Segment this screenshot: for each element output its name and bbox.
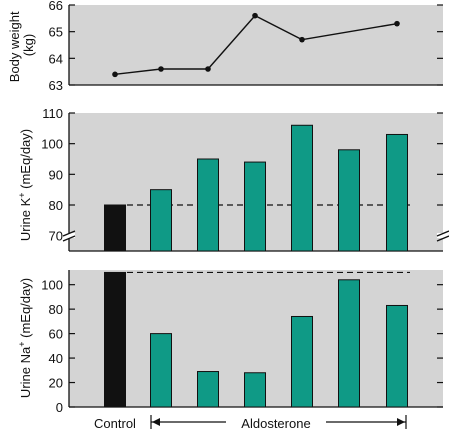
y-tick-label-urine-na-60: 60 bbox=[49, 327, 63, 342]
urine-k-axis-title: Urine K+ (mEq/day) bbox=[17, 129, 33, 241]
urine-na-bar-2 bbox=[150, 333, 172, 408]
y-tick-label-body-weight-63: 63 bbox=[49, 78, 63, 93]
body-weight-point-1 bbox=[112, 71, 118, 78]
y-tick-label-urine-k-70: 70 bbox=[49, 229, 63, 244]
control-label: Control bbox=[94, 416, 136, 431]
y-tick-label-body-weight-64: 64 bbox=[49, 51, 63, 66]
body-weight-point-4 bbox=[252, 12, 258, 19]
urine-k-bar-4 bbox=[244, 161, 266, 252]
body-weight-axis-title: Body weight (kg) bbox=[7, 8, 36, 82]
urine-na-bar-5 bbox=[291, 315, 313, 408]
y-tick-label-urine-na-100: 100 bbox=[41, 278, 63, 293]
urine-k-bar-1 bbox=[104, 204, 126, 252]
y-tick-label-urine-k-90: 90 bbox=[49, 167, 63, 182]
axis-break-left-mark bbox=[62, 230, 76, 242]
aldosterone-arrow-left bbox=[152, 418, 160, 426]
y-tick-label-body-weight-66: 66 bbox=[49, 0, 63, 13]
urine-k-bar-2 bbox=[150, 189, 172, 252]
panel-body-weight: 63 64 65 66 Body weight (kg) bbox=[7, 0, 443, 93]
y-tick-label-urine-na-0: 0 bbox=[56, 400, 63, 415]
y-tick-label-urine-k-80: 80 bbox=[49, 198, 63, 213]
aldosterone-label: Aldosterone bbox=[241, 416, 310, 431]
axis-break-right-mark bbox=[436, 230, 449, 242]
panel-body-weight-bg bbox=[69, 5, 443, 85]
body-weight-point-3 bbox=[205, 66, 211, 72]
body-weight-line bbox=[114, 14, 398, 76]
axis-break-left-gap bbox=[63, 233, 75, 238]
urine-na-bar-4 bbox=[244, 372, 266, 408]
y-tick-label-urine-na-80: 80 bbox=[49, 302, 63, 317]
y-tick-label-urine-na-40: 40 bbox=[49, 351, 63, 366]
urine-na-bar-1 bbox=[104, 271, 126, 408]
urine-k-bar-5 bbox=[291, 124, 313, 252]
y-tick-label-body-weight-65: 65 bbox=[49, 25, 63, 40]
y-tick-label-urine-k-110: 110 bbox=[42, 106, 63, 121]
urine-k-bar-7 bbox=[386, 133, 408, 252]
x-axis-labels: Control Aldosterone bbox=[94, 415, 407, 431]
body-weight-point-6 bbox=[394, 20, 400, 27]
panel-urine-na: 0 20 40 60 80 100 Urine Na+ (mEq/day) bbox=[17, 270, 443, 415]
urine-na-bar-7 bbox=[386, 304, 408, 408]
y-tick-label-urine-k-100: 100 bbox=[41, 137, 63, 152]
urine-k-bar-3 bbox=[197, 158, 219, 252]
panel-urine-k: 70 80 90 100 110 Urine K+ (mEq/day) bbox=[17, 106, 449, 252]
urine-na-bar-6 bbox=[338, 279, 360, 408]
axis-break-right-gap bbox=[437, 233, 449, 238]
aldosterone-arrow-right bbox=[397, 418, 405, 426]
urine-na-axis-title: Urine Na+ (mEq/day) bbox=[17, 278, 33, 398]
body-weight-point-5 bbox=[299, 36, 305, 43]
y-tick-label-urine-na-20: 20 bbox=[49, 376, 63, 391]
urine-k-bar-6 bbox=[338, 149, 360, 252]
urine-na-bar-3 bbox=[197, 371, 219, 408]
body-weight-point-2 bbox=[158, 66, 164, 72]
